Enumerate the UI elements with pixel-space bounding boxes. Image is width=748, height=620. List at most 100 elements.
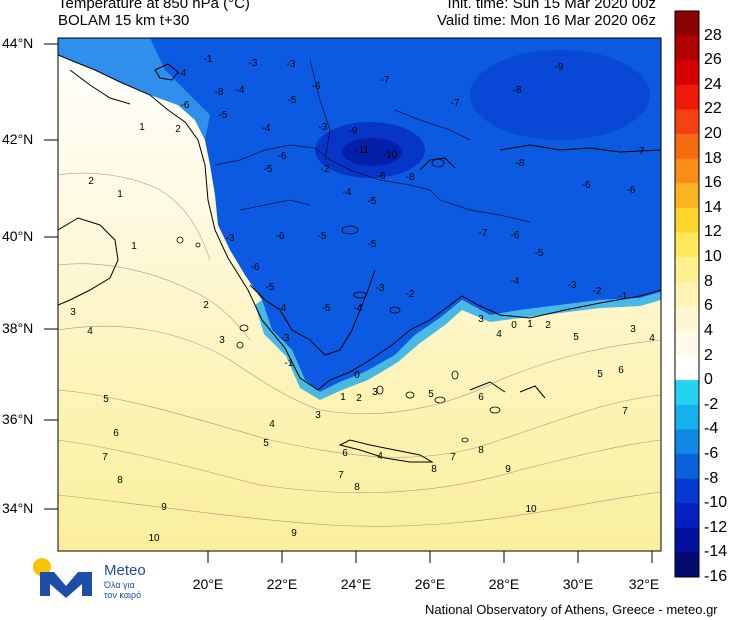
contour-label: 8 xyxy=(117,475,123,486)
contour-label: -5 xyxy=(288,95,297,106)
contour-label: 8 xyxy=(431,464,437,475)
lon-label-24: 24°E xyxy=(340,576,372,592)
colorbar-frame xyxy=(674,10,700,578)
contour-label: 4 xyxy=(649,333,655,344)
colorbar-swatch xyxy=(675,11,699,37)
contour-label: 0 xyxy=(354,370,360,381)
colorbar-swatch xyxy=(675,355,699,381)
contour-label: 0 xyxy=(511,320,517,331)
contour-label: -3 xyxy=(568,280,577,291)
colorbar-swatch xyxy=(675,503,699,529)
contour-label: 7 xyxy=(622,406,628,417)
colorbar-swatch xyxy=(675,380,699,406)
contour-label: 3 xyxy=(372,387,378,398)
colorbar-swatch xyxy=(675,109,699,135)
meteo-logo-icon xyxy=(33,558,92,598)
contour-label: 1 xyxy=(131,241,137,252)
lat-ticks xyxy=(44,43,58,510)
contour-label: 1 xyxy=(340,392,346,403)
colorbar-label: 4 xyxy=(704,321,713,339)
contour-label: -7 xyxy=(381,75,390,86)
contour-label: 9 xyxy=(161,502,167,513)
colorbar-swatch xyxy=(675,527,699,553)
contour-label: 1 xyxy=(117,189,123,200)
contour-label: 9 xyxy=(505,464,511,475)
contour-label: -2 xyxy=(321,164,330,175)
contour-label: -6 xyxy=(582,180,591,191)
lon-label-32: 32°E xyxy=(628,576,660,592)
colorbar xyxy=(674,10,700,578)
colorbar-swatch xyxy=(675,84,699,110)
colorbar-swatch xyxy=(675,158,699,184)
contour-label: -6 xyxy=(276,231,285,242)
colorbar-label: -16 xyxy=(704,568,728,585)
contour-labels: -1 -3 -3-4-8 -4-6-5-5-6-7-7-8-9-4 -3 -9-11 -10… xyxy=(70,54,655,544)
contour-label: 2 xyxy=(203,300,209,311)
colorbar-label: -4 xyxy=(704,420,719,438)
contour-label: 3 xyxy=(315,410,321,421)
contour-label: 8 xyxy=(354,482,360,493)
map-frame xyxy=(57,37,662,552)
contour-label: 7 xyxy=(338,470,344,481)
coastlines xyxy=(58,54,661,463)
colorbar-label: -2 xyxy=(704,395,719,413)
contour-label: -5 xyxy=(368,239,377,250)
colorbar-label: 8 xyxy=(704,272,713,290)
contour-label: 3 xyxy=(219,335,225,346)
cold-fringe xyxy=(255,292,661,400)
contour-label: -4 xyxy=(278,303,287,314)
map-title: Temperature at 850 hPa (°C) xyxy=(58,0,250,12)
contour-label: 5 xyxy=(428,389,434,400)
lat-label-44: 44°N xyxy=(2,35,34,51)
colorbar-label: 18 xyxy=(704,149,722,167)
contour-label: -11 xyxy=(355,145,369,156)
contour-label: 1 xyxy=(527,319,533,330)
colorbar-label: -14 xyxy=(704,543,728,561)
colorbar-swatch xyxy=(675,478,699,504)
contour-label: -8 xyxy=(215,87,224,98)
contour-label: -6 xyxy=(181,100,190,111)
contour-label: -3 xyxy=(226,233,235,244)
contour-label: 5 xyxy=(597,369,603,380)
colorbar-swatch xyxy=(675,281,699,307)
contour-label: 2 xyxy=(175,124,181,135)
lon-label-22: 22°E xyxy=(266,576,298,592)
contour-label: -4 xyxy=(262,123,271,134)
colorbar-label: 22 xyxy=(704,100,722,118)
colorbar-swatch xyxy=(675,306,699,332)
contour-label: -5 xyxy=(322,303,331,314)
valid-time: Valid time: Mon 16 Mar 2020 06z xyxy=(436,12,656,29)
contour-label: 4 xyxy=(377,451,383,462)
contour-label: -3 xyxy=(376,283,385,294)
contour-label: 2 xyxy=(88,176,94,187)
contour-label: -8 xyxy=(406,172,415,183)
country-borders xyxy=(214,59,531,223)
contour-label: 3 xyxy=(70,307,76,318)
contour-label: -4 xyxy=(236,85,245,96)
lon-label-20: 20°E xyxy=(192,576,224,592)
contour-label: -3 xyxy=(287,59,296,70)
colorbar-swatch xyxy=(675,60,699,86)
colorbar-label: 12 xyxy=(704,223,722,241)
contour-label: 2 xyxy=(356,393,362,404)
contour-label: 2 xyxy=(545,320,551,331)
contour-label: -6 xyxy=(627,185,636,196)
logo-brand: Meteo xyxy=(104,562,146,579)
colorbar-swatch xyxy=(675,207,699,233)
contour-label: -3 xyxy=(281,333,290,344)
contour-label: 3 xyxy=(478,314,484,325)
contour-label: -5 xyxy=(368,196,377,207)
contour-label: -2 xyxy=(406,289,415,300)
aegean-islands xyxy=(176,158,501,443)
contour-label: -4 xyxy=(178,68,187,79)
lon-ticks xyxy=(207,551,653,563)
colorbar-label: -12 xyxy=(704,518,728,536)
contour-label: -1 xyxy=(619,291,628,302)
init-time: Init. time: Sun 15 Mar 2020 00z xyxy=(447,0,656,12)
contour-label: 10 xyxy=(525,504,537,515)
colorbar-swatch xyxy=(675,134,699,160)
colorbar-swatch xyxy=(675,183,699,209)
colorbar-label: 10 xyxy=(704,248,722,266)
colorbar-label: -8 xyxy=(704,469,719,487)
contour-label: -9 xyxy=(555,62,564,73)
